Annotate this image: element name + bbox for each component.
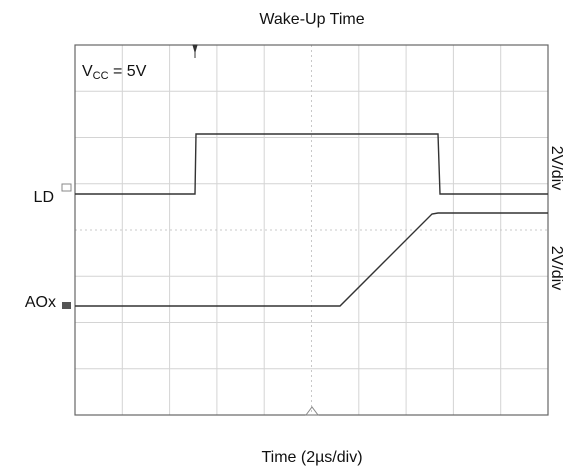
- trace-label: LD: [34, 189, 54, 206]
- ch2-marker: [62, 302, 71, 309]
- trigger-marker: [192, 44, 198, 58]
- supply-v: V: [82, 63, 93, 80]
- supply-sub: CC: [93, 70, 109, 82]
- supply-label: VCC = 5V: [82, 63, 147, 82]
- aox-trace: [75, 212, 548, 307]
- trace-label: AOx: [25, 294, 56, 311]
- center-lines: [75, 45, 548, 415]
- scale-label: 2V/div: [548, 246, 563, 290]
- x-axis-label: Time (2µs/div): [261, 449, 362, 466]
- ld-trace: [75, 133, 548, 195]
- position-marker: [305, 406, 319, 416]
- chart-title: Wake-Up Time: [259, 11, 364, 28]
- ch1-marker: [61, 183, 72, 192]
- scale-label: 2V/div: [548, 146, 563, 190]
- supply-rest: = 5V: [109, 63, 147, 80]
